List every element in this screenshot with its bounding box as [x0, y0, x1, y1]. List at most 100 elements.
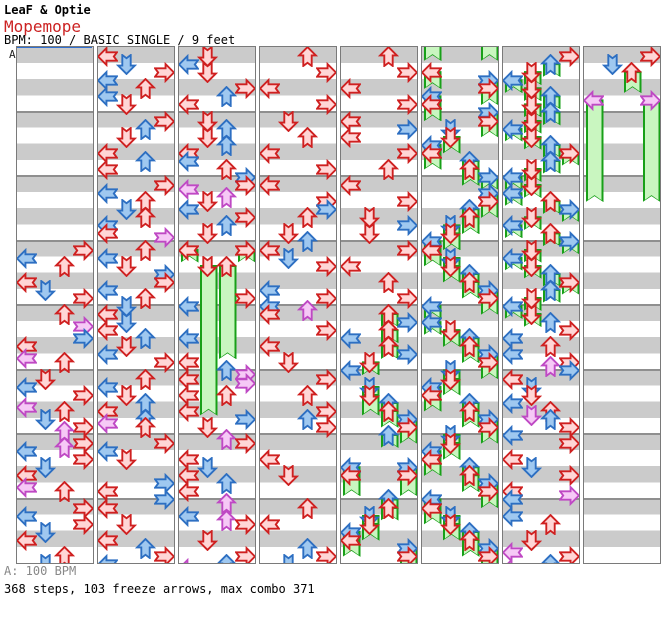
arrow-down-icon	[278, 553, 299, 563]
arrow-up-icon	[540, 54, 561, 76]
arrow-left-icon	[98, 247, 118, 269]
measure-line	[584, 304, 660, 306]
arrow-right-icon	[397, 62, 417, 84]
arrow-left-icon	[422, 94, 442, 116]
arrow-left-icon	[503, 215, 523, 237]
freeze-body	[481, 46, 499, 61]
arrow-up-icon	[297, 384, 318, 406]
arrow-down-icon	[359, 384, 380, 406]
arrow-up-icon	[54, 304, 75, 325]
measure-line	[179, 110, 255, 113]
arrow-left-icon	[503, 424, 523, 446]
arrow-left-icon	[17, 396, 37, 418]
arrow-down-icon	[35, 408, 56, 430]
arrow-right-icon	[235, 207, 255, 229]
arrow-left-icon	[179, 179, 199, 201]
arrow-left-icon	[584, 90, 604, 112]
freeze-body-fill	[507, 259, 521, 269]
arrow-down-icon	[116, 384, 137, 406]
arrow-up-icon	[135, 207, 156, 229]
arrow-left-icon	[341, 328, 361, 350]
arrow-left-icon	[98, 86, 118, 108]
arrow-left-icon	[260, 304, 280, 325]
measure-line	[503, 368, 579, 371]
arrow-down-icon	[278, 247, 299, 269]
arrow-down-icon	[440, 433, 461, 454]
arrow-right-icon	[235, 372, 255, 394]
arrow-right-icon	[397, 94, 417, 116]
arrow-up-icon	[540, 356, 561, 378]
arrow-left-icon	[179, 481, 199, 503]
arrow-down-icon	[521, 287, 542, 309]
chart-panel-4	[259, 46, 337, 564]
arrow-down-icon	[116, 513, 137, 535]
arrow-up-icon	[216, 428, 237, 450]
arrow-right-icon	[397, 312, 417, 334]
arrow-up-icon	[216, 509, 237, 531]
arrow-down-icon	[116, 336, 137, 358]
arrow-left-icon	[98, 344, 118, 366]
measure-line	[17, 497, 93, 500]
arrow-right-icon	[478, 191, 498, 213]
arrow-left-icon	[260, 142, 280, 164]
arrow-left-icon	[179, 150, 199, 172]
measure-line	[179, 497, 255, 500]
measure-line	[503, 433, 579, 435]
arrow-up-icon	[216, 553, 237, 563]
arrow-left-icon	[179, 557, 199, 563]
arrow-left-icon	[422, 312, 442, 334]
arrow-up-icon	[135, 150, 156, 172]
arrow-down-icon	[116, 199, 137, 221]
arrow-up-icon	[54, 400, 75, 422]
arrow-left-icon	[179, 400, 199, 422]
arrow-up-icon	[378, 47, 399, 67]
arrow-right-icon	[478, 416, 498, 438]
arrow-down-icon	[440, 320, 461, 342]
arrow-right-icon	[559, 433, 579, 454]
arrow-right-icon	[397, 344, 417, 366]
arrow-right-icon	[316, 320, 336, 342]
arrow-up-icon	[297, 497, 318, 519]
arrow-up-icon	[297, 47, 318, 67]
arrow-left-icon	[98, 158, 118, 180]
arrow-left-icon	[260, 513, 280, 535]
arrow-down-icon	[359, 223, 380, 245]
arrow-right-icon	[397, 465, 417, 487]
arrow-down-icon	[197, 529, 218, 551]
arrow-up-icon	[540, 223, 561, 245]
arrow-left-icon	[179, 505, 199, 527]
arrow-down-icon	[116, 295, 137, 317]
arrow-down-icon	[116, 312, 137, 334]
measure-line	[584, 368, 660, 371]
arrow-down-icon	[521, 404, 542, 426]
arrow-left-icon	[98, 441, 118, 463]
arrow-down-icon	[197, 62, 218, 84]
arrow-left-icon	[422, 62, 442, 84]
arrow-left-icon	[98, 497, 118, 519]
arrow-right-icon	[559, 320, 579, 342]
arrow-left-icon	[503, 295, 523, 317]
measure-line	[17, 433, 93, 435]
arrow-right-icon	[559, 360, 579, 382]
arrow-left-icon	[503, 247, 523, 269]
arrow-left-icon	[503, 392, 523, 414]
arrow-up-icon	[54, 437, 75, 459]
arrow-up-icon	[54, 481, 75, 503]
freeze-body-fill	[202, 267, 216, 414]
measure-line	[584, 497, 660, 500]
arrow-down-icon	[35, 521, 56, 543]
arrow-up-icon	[459, 336, 480, 358]
measure-line	[98, 368, 174, 371]
freeze-body	[200, 265, 218, 416]
arrow-down-icon	[278, 465, 299, 487]
measure-line	[584, 110, 660, 113]
arrow-up-icon	[459, 400, 480, 422]
arrow-up-icon	[216, 473, 237, 495]
arrow-right-icon	[397, 545, 417, 563]
arrow-right-icon	[235, 239, 255, 261]
freeze-body-fill	[507, 226, 521, 236]
arrow-up-icon	[135, 78, 156, 100]
freeze-body-fill	[426, 307, 440, 317]
arrow-down-icon	[521, 158, 542, 180]
arrow-right-icon	[559, 465, 579, 487]
